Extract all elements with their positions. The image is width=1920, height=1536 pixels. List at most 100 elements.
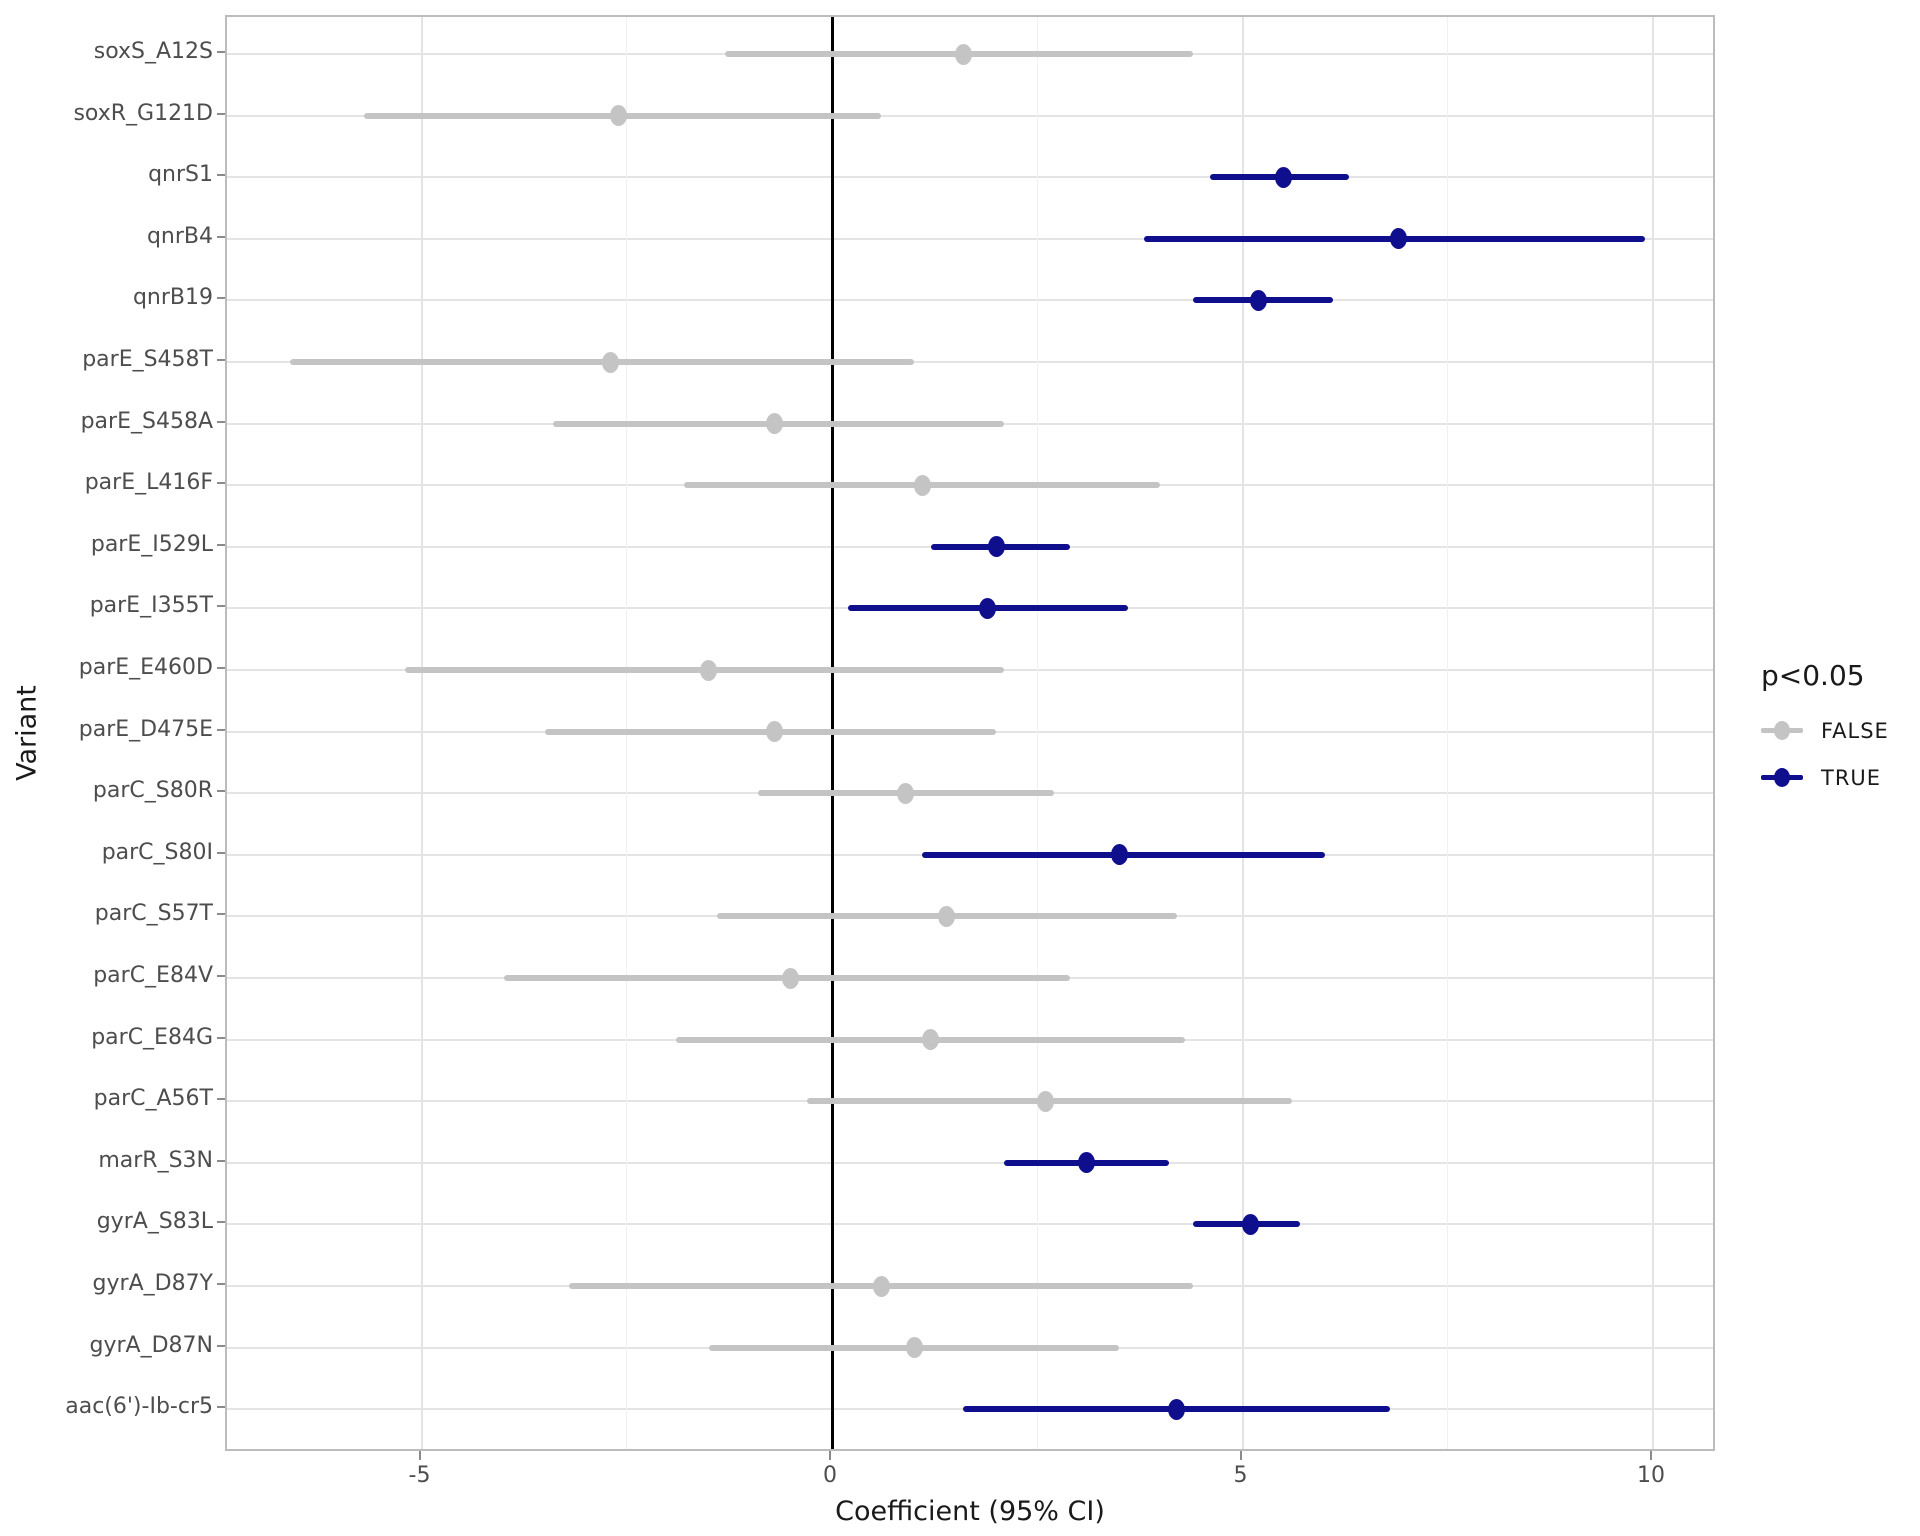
legend-entry-false: FALSE	[1761, 707, 1889, 754]
y-tick-label-qnrB19: qnrB19	[132, 285, 213, 311]
x-tick-mark	[418, 1451, 421, 1460]
x-tick-mark	[1239, 1451, 1242, 1460]
x-major-gridline	[420, 17, 423, 1449]
x-tick-label: 5	[1233, 1463, 1248, 1488]
y-tick-mark	[217, 975, 225, 977]
y-tick-label-soxS_A12S: soxS_A12S	[93, 39, 213, 64]
x-tick-label: 0	[823, 1463, 837, 1488]
estimate-point-parC_E84V	[782, 967, 800, 989]
y-tick-label-aac(6')-Ib-cr5: aac(6')-Ib-cr5	[65, 1394, 213, 1420]
y-tick-mark	[217, 51, 225, 53]
y-tick-mark	[217, 297, 225, 300]
x-minor-gridline	[1036, 17, 1038, 1449]
legend-key-false-icon	[1761, 720, 1803, 742]
y-tick-mark	[217, 728, 225, 731]
estimate-point-gyrA_D87N	[905, 1337, 923, 1359]
y-tick-label-gyrA_S83L: gyrA_S83L	[96, 1209, 213, 1235]
estimate-point-marR_S3N	[1078, 1152, 1095, 1174]
legend-entry-true: TRUE	[1761, 754, 1889, 801]
estimate-point-soxS_A12S	[954, 43, 972, 65]
y-tick-mark	[217, 543, 225, 546]
estimate-point-qnrB19	[1250, 289, 1268, 311]
legend-key-true-dot-icon	[1774, 768, 1790, 787]
y-gridline	[227, 114, 1713, 117]
y-tick-label-parC_A56T: parC_A56T	[93, 1086, 213, 1112]
estimate-point-parE_E460D	[700, 659, 718, 681]
legend-label-false: FALSE	[1821, 718, 1889, 743]
y-tick-label-parE_D475E: parE_D475E	[78, 716, 213, 742]
estimate-point-gyrA_S83L	[1242, 1213, 1260, 1235]
estimate-point-soxR_G121D	[610, 105, 628, 127]
y-tick-mark	[217, 1159, 225, 1162]
y-tick-label-parC_S80R: parC_S80R	[92, 778, 213, 804]
y-tick-label-parC_S57T: parC_S57T	[94, 901, 213, 927]
y-tick-label-parE_I529L: parE_I529L	[90, 531, 213, 557]
x-major-gridline	[1241, 17, 1244, 1449]
y-tick-mark	[217, 359, 225, 361]
y-tick-mark	[217, 1098, 225, 1101]
y-gridline	[227, 361, 1713, 363]
y-tick-mark	[217, 790, 225, 793]
y-tick-mark	[217, 1036, 225, 1039]
estimate-point-aac(6')-Ib-cr5	[1168, 1398, 1186, 1420]
y-tick-label-soxR_G121D: soxR_G121D	[73, 100, 213, 126]
estimate-point-parE_I529L	[987, 536, 1005, 558]
y-gridline	[227, 176, 1713, 179]
y-tick-label-parC_E84V: parC_E84V	[93, 963, 213, 988]
x-minor-gridline	[1447, 17, 1449, 1449]
estimate-point-parC_S80R	[897, 782, 915, 804]
legend-title: p<0.05	[1761, 659, 1865, 692]
estimate-point-parC_S80I	[1110, 844, 1128, 866]
y-tick-mark	[217, 667, 225, 669]
plot-panel	[225, 15, 1715, 1451]
estimate-point-parE_D475E	[766, 721, 784, 743]
estimate-point-qnrB4	[1389, 228, 1407, 250]
y-tick-mark	[217, 1406, 225, 1409]
y-tick-mark	[217, 235, 225, 238]
y-gridline	[227, 1161, 1713, 1164]
y-tick-label-gyrA_D87Y: gyrA_D87Y	[92, 1271, 213, 1296]
y-tick-label-qnrB4: qnrB4	[146, 223, 213, 249]
estimate-point-parC_S57T	[938, 905, 956, 927]
y-tick-mark	[217, 851, 225, 854]
estimate-point-qnrS1	[1275, 166, 1293, 188]
y-tick-mark	[217, 1221, 225, 1224]
y-gridline	[227, 237, 1713, 240]
x-tick-mark	[1650, 1451, 1652, 1460]
y-tick-mark	[217, 605, 225, 608]
x-tick-mark	[829, 1451, 831, 1460]
estimate-point-parE_S458A	[766, 413, 784, 435]
y-axis-title: Variant	[11, 685, 43, 781]
estimate-point-parE_I355T	[979, 597, 997, 619]
y-tick-label-parE_L416F: parE_L416F	[84, 470, 213, 496]
y-tick-label-parE_S458A: parE_S458A	[80, 408, 213, 434]
y-tick-label-parC_E84G: parC_E84G	[91, 1024, 213, 1050]
legend: p<0.05 FALSE TRUE	[1761, 659, 1889, 801]
y-tick-label-parE_E460D: parE_E460D	[78, 655, 213, 680]
estimate-point-parC_A56T	[1036, 1090, 1054, 1112]
legend-key-false-dot-icon	[1774, 721, 1790, 740]
y-tick-mark	[217, 174, 225, 177]
y-tick-mark	[217, 420, 225, 423]
x-tick-label: 10	[1637, 1463, 1665, 1488]
y-tick-label-parC_S80I: parC_S80I	[101, 839, 213, 865]
estimate-point-gyrA_D87Y	[872, 1275, 890, 1297]
legend-label-true: TRUE	[1821, 765, 1882, 790]
estimate-point-parE_S458T	[601, 351, 619, 373]
y-tick-label-qnrS1: qnrS1	[148, 162, 213, 188]
y-tick-mark	[217, 482, 225, 485]
x-major-gridline	[1652, 17, 1654, 1449]
estimate-point-parE_L416F	[913, 474, 931, 496]
x-axis-title: Coefficient (95% CI)	[835, 1496, 1105, 1527]
x-tick-label: -5	[408, 1463, 431, 1488]
legend-key-true-icon	[1761, 767, 1803, 789]
estimate-point-parC_E84G	[922, 1029, 940, 1051]
y-tick-label-gyrA_D87N: gyrA_D87N	[89, 1332, 213, 1358]
y-tick-label-parE_I355T: parE_I355T	[89, 593, 213, 619]
y-tick-mark	[217, 112, 225, 115]
y-tick-label-parE_S458T: parE_S458T	[82, 347, 213, 372]
y-gridline	[227, 299, 1713, 302]
y-gridline	[227, 1223, 1713, 1226]
y-tick-label-marR_S3N: marR_S3N	[98, 1147, 213, 1173]
